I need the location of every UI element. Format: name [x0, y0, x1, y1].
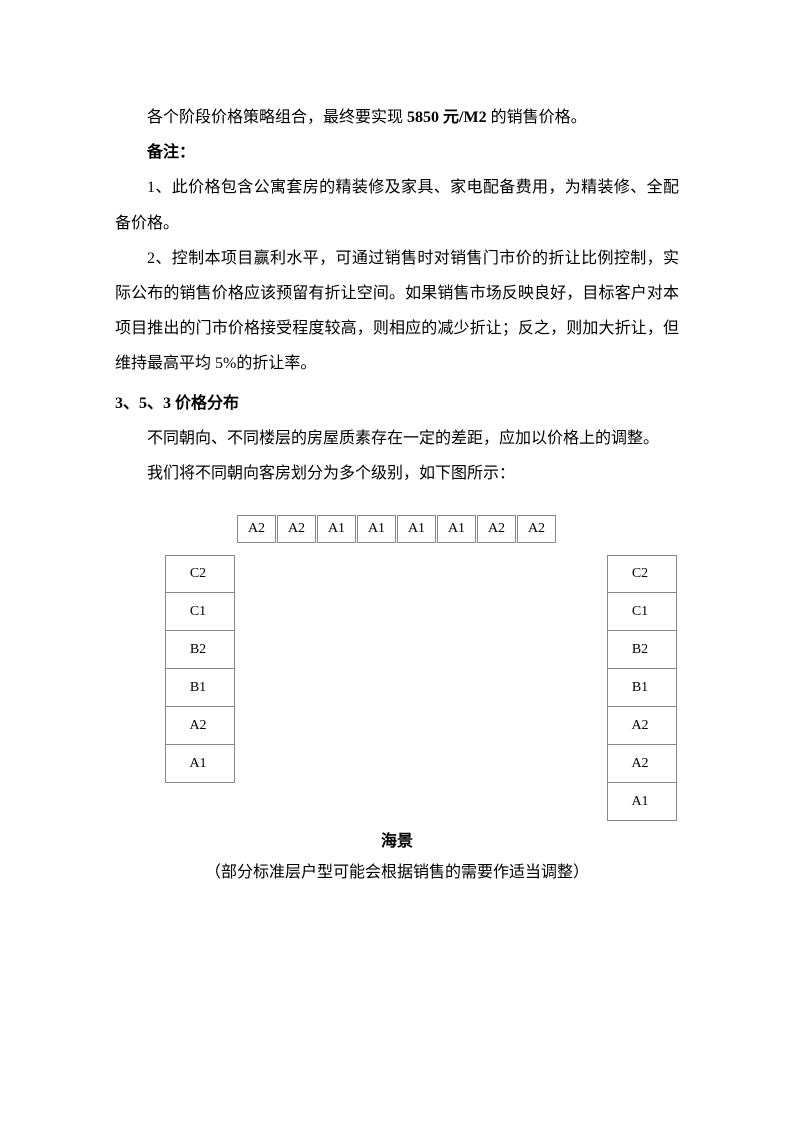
left-column: C2C1B2B1A2A1: [165, 555, 235, 783]
text-segment: 各个阶段价格策略组合，最终要实现: [147, 109, 407, 126]
unit-cell: A2: [477, 515, 516, 543]
unit-cell: B1: [165, 669, 235, 707]
unit-cell: A2: [165, 707, 235, 745]
top-row: A2A2A1A1A1A1A2A2: [237, 515, 556, 543]
price-value: 5850 元/M2: [407, 109, 487, 126]
remark-heading: 备注：: [115, 135, 679, 170]
sea-label: 海景: [117, 827, 677, 851]
diagram-note: （部分标准层户型可能会根据销售的需要作适当调整）: [115, 855, 679, 890]
unit-cell: B1: [607, 669, 677, 707]
unit-cell: A1: [317, 515, 356, 543]
unit-cell: A2: [607, 745, 677, 783]
paragraph-orientation: 不同朝向、不同楼层的房屋质素存在一定的差距，应加以价格上的调整。: [115, 421, 679, 456]
paragraph-levels: 我们将不同朝向客房划分为多个级别，如下图所示：: [115, 456, 679, 491]
text-segment: 的销售价格。: [487, 109, 587, 126]
unit-cell: A1: [607, 783, 677, 821]
unit-cell: A2: [237, 515, 276, 543]
unit-cell: C1: [607, 593, 677, 631]
section-heading-price-distribution: 3、5、3 价格分布: [115, 386, 679, 421]
remark-1: 1、此价格包含公寓套房的精装修及家具、家电配备费用，为精装修、全配备价格。: [115, 170, 679, 240]
unit-cell: A2: [517, 515, 556, 543]
unit-cell: A2: [607, 707, 677, 745]
unit-cell: B2: [165, 631, 235, 669]
unit-cell: C2: [165, 555, 235, 593]
document-body: 各个阶段价格策略组合，最终要实现 5850 元/M2 的销售价格。 备注： 1、…: [115, 100, 679, 890]
unit-cell: C2: [607, 555, 677, 593]
unit-cell: C1: [165, 593, 235, 631]
unit-cell: A2: [277, 515, 316, 543]
unit-cell: B2: [607, 631, 677, 669]
remark-2: 2、控制本项目赢利水平，可通过销售时对销售门市价的折让比例控制，实际公布的销售价…: [115, 241, 679, 382]
unit-cell: A1: [357, 515, 396, 543]
paragraph-price-strategy: 各个阶段价格策略组合，最终要实现 5850 元/M2 的销售价格。: [115, 100, 679, 135]
right-column: C2C1B2B1A2A2A1: [607, 555, 677, 821]
floor-plan-diagram: A2A2A1A1A1A1A2A2 C2C1B2B1A2A1 C2C1B2B1A2…: [117, 515, 677, 845]
unit-cell: A1: [397, 515, 436, 543]
unit-cell: A1: [437, 515, 476, 543]
unit-cell: A1: [165, 745, 235, 783]
